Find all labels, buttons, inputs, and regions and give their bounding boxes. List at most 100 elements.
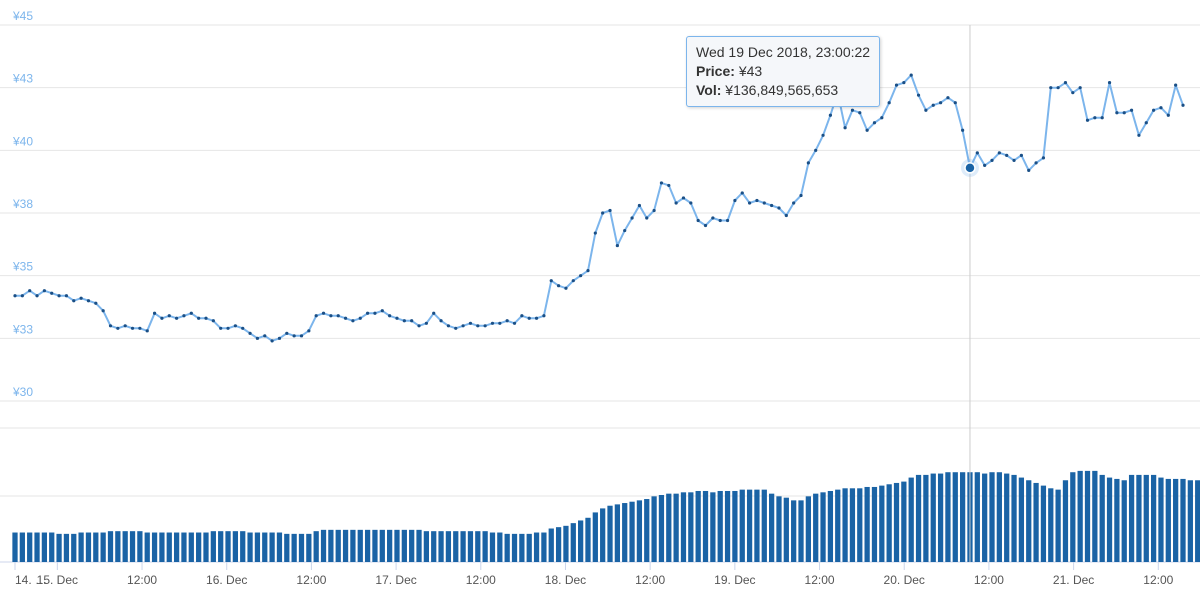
price-point — [432, 311, 436, 315]
volume-bar — [959, 472, 966, 562]
volume-bar — [335, 529, 341, 562]
x-tick-label: 20. Dec — [884, 573, 925, 587]
price-point — [241, 326, 245, 330]
price-point — [358, 316, 362, 320]
volume-bar — [724, 490, 731, 562]
price-point — [468, 321, 473, 325]
price-point — [270, 339, 274, 343]
price-point — [167, 314, 171, 318]
price-line — [15, 74, 1184, 342]
price-point — [505, 319, 509, 323]
volume-bar — [409, 529, 415, 562]
price-point — [285, 331, 289, 335]
price-point — [380, 309, 384, 313]
price-point — [28, 289, 32, 293]
price-point — [983, 163, 987, 167]
price-point — [476, 324, 480, 328]
price-point — [1152, 108, 1156, 112]
volume-bar — [445, 531, 452, 562]
price-point — [1056, 86, 1060, 90]
price-point — [814, 148, 818, 152]
price-point — [1122, 111, 1126, 115]
volume-bar — [658, 495, 665, 562]
price-point — [1005, 153, 1009, 157]
price-point — [733, 198, 737, 203]
x-tick-label: 16. Dec — [206, 573, 247, 587]
price-point — [593, 231, 597, 235]
volume-bar — [159, 532, 165, 562]
volume-bar — [519, 533, 525, 562]
volume-bar — [1114, 478, 1120, 562]
volume-bar — [849, 488, 856, 562]
volume-bar — [607, 505, 613, 562]
price-point — [777, 206, 781, 210]
price-point — [204, 316, 208, 320]
x-tick-label: 15. Dec — [37, 573, 78, 587]
volume-bar — [364, 529, 371, 562]
volume-bar — [291, 533, 297, 562]
volume-bar — [232, 531, 239, 562]
price-point — [211, 319, 215, 323]
price-point — [1085, 118, 1090, 122]
x-tick-label: 12:00 — [1143, 573, 1173, 587]
volume-bar — [1165, 478, 1171, 562]
price-point — [314, 314, 318, 318]
volume-bar — [78, 532, 84, 562]
volume-bar — [1180, 478, 1186, 562]
volume-bar — [908, 477, 914, 562]
volume-bar — [864, 486, 870, 562]
price-point — [395, 316, 399, 320]
volume-bar — [210, 531, 216, 562]
volume-bar — [746, 489, 753, 562]
price-point — [1063, 81, 1068, 85]
x-tick-label: 17. Dec — [375, 573, 416, 587]
x-tick-label: 12:00 — [127, 573, 157, 587]
price-point — [1078, 86, 1082, 90]
price-point — [138, 326, 142, 330]
price-point — [255, 336, 260, 340]
x-tick-label: 12:00 — [296, 573, 326, 587]
price-point — [1093, 116, 1097, 120]
volume-bar — [475, 531, 481, 562]
price-point — [828, 113, 832, 117]
volume-bar — [416, 529, 422, 562]
price-point — [175, 316, 179, 320]
price-point — [770, 203, 774, 208]
price-point — [152, 311, 157, 315]
price-point — [50, 291, 54, 295]
price-point — [645, 216, 649, 220]
price-point — [784, 213, 788, 218]
tooltip-vol-label: Vol: — [696, 82, 722, 98]
volume-bar — [482, 531, 488, 562]
price-point — [461, 324, 465, 328]
price-point — [667, 183, 671, 188]
price-point — [1071, 91, 1075, 95]
volume-bar — [387, 529, 393, 562]
price-point — [42, 289, 46, 293]
volume-bar — [247, 532, 253, 562]
price-point — [564, 286, 568, 290]
volume-bar — [453, 531, 459, 562]
price-point — [674, 201, 678, 205]
volume-bar — [1048, 488, 1054, 562]
volume-bar — [254, 532, 261, 562]
volume-bar — [1121, 480, 1127, 562]
price-point — [1100, 116, 1104, 120]
volume-bar — [1092, 470, 1098, 562]
volume-bar — [526, 533, 532, 562]
price-point — [608, 208, 612, 213]
price-point — [446, 324, 451, 328]
volume-bar — [467, 531, 474, 562]
price-point — [417, 324, 421, 328]
price-point — [916, 93, 921, 97]
volume-bar — [555, 527, 562, 562]
price-point — [534, 316, 539, 320]
price-point — [373, 311, 377, 315]
y-tick-label: ¥43 — [12, 72, 33, 86]
volume-bar — [49, 532, 55, 562]
volume-bar — [1187, 480, 1193, 562]
volume-bar — [717, 490, 723, 562]
price-point — [659, 181, 664, 185]
volume-bar — [350, 529, 356, 562]
